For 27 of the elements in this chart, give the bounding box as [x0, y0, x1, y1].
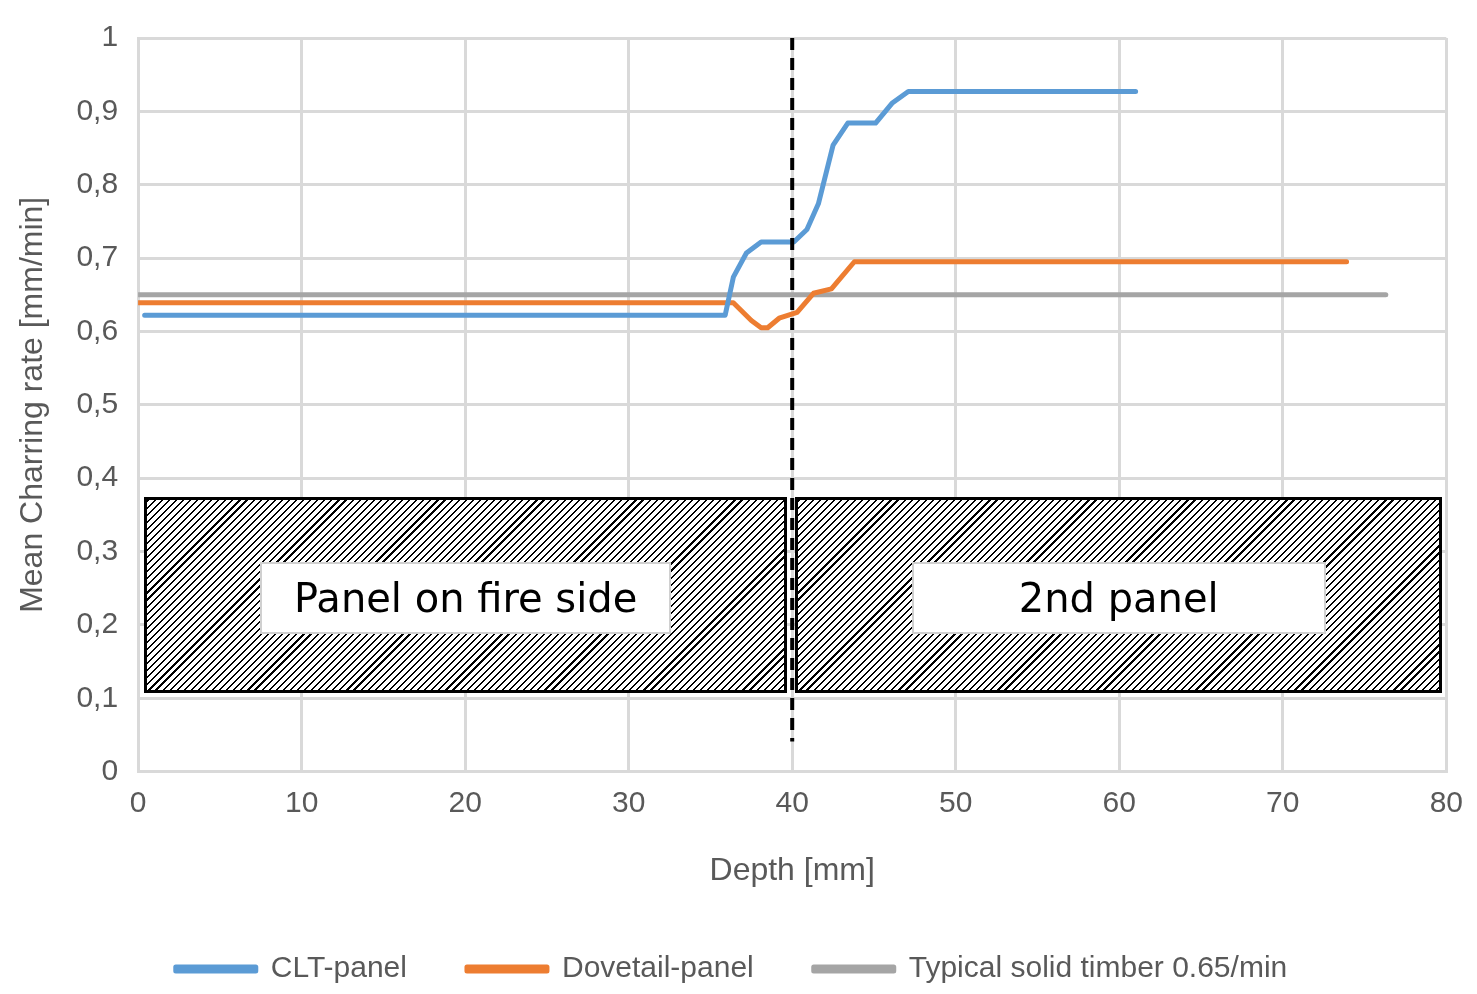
- y-axis-title: Mean Charring rate [mm/min]: [13, 196, 50, 613]
- y-tick-label: 0,6: [76, 312, 119, 346]
- x-tick-label: 20: [448, 784, 482, 818]
- x-tick-label: 50: [939, 784, 973, 818]
- y-tick-label: 0,1: [76, 679, 119, 713]
- y-tick-label: 0,8: [76, 165, 119, 199]
- y-tick-label: 0,9: [76, 92, 119, 126]
- text-box: Panel on fire side: [259, 561, 672, 635]
- y-tick-label: 0,5: [76, 386, 119, 420]
- x-tick-label: 60: [1102, 784, 1136, 818]
- x-tick-label: 10: [284, 784, 319, 818]
- x-tick-label: 30: [612, 784, 646, 818]
- text-box: 2nd panel: [911, 561, 1326, 635]
- x-tick-label: 70: [1266, 784, 1300, 818]
- y-tick-label: 0,4: [76, 459, 119, 493]
- x-tick-label: 40: [775, 784, 809, 818]
- y-tick-label: 0,3: [76, 532, 119, 566]
- x-tick-label: 80: [1429, 784, 1463, 818]
- legend-label: Typical solid timber 0.65/min: [908, 950, 1288, 984]
- legend-label: Dovetail-panel: [561, 950, 754, 984]
- x-axis-title: Depth [mm]: [709, 850, 875, 887]
- y-tick-label: 1: [101, 19, 119, 53]
- y-tick-label: 0: [101, 752, 119, 786]
- legend-label: CLT-panel: [270, 950, 407, 984]
- y-tick-label: 0,7: [76, 239, 119, 273]
- x-tick-label: 0: [129, 784, 147, 818]
- y-tick-label: 0,2: [76, 606, 119, 640]
